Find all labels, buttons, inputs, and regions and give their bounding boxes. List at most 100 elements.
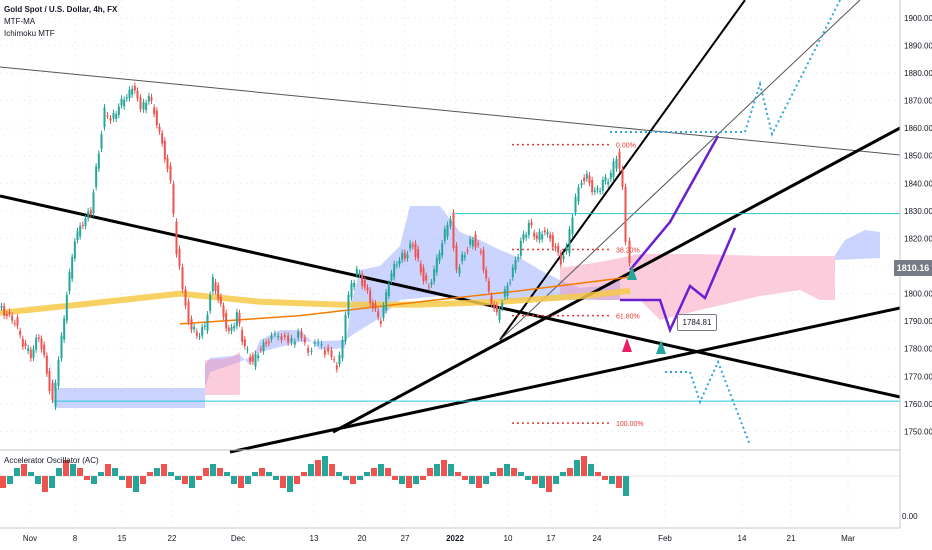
candle-body [270, 335, 273, 340]
oscillator-bar [315, 460, 321, 476]
candle-body [393, 264, 396, 278]
y-tick-label: 1840.00 [904, 179, 932, 188]
oscillator-bar [364, 472, 370, 476]
candle-body [65, 294, 68, 321]
oscillator-bar [413, 476, 419, 484]
oscillator-bar [581, 456, 587, 476]
x-tick-label: 2022 [446, 534, 464, 543]
oscillator-bar [308, 464, 314, 476]
x-tick-label: Feb [658, 534, 672, 543]
candle-body [485, 269, 488, 279]
oscillator-label[interactable]: Accelerator Oscillator (AC) [4, 456, 99, 465]
candle-body [443, 229, 446, 241]
candle-body [585, 173, 588, 179]
candle-body [21, 338, 24, 347]
oscillator-bar [497, 468, 503, 476]
candle-body [297, 331, 300, 338]
oscillator-bar [91, 476, 97, 484]
candle-body [401, 252, 404, 260]
oscillator-bar [616, 476, 622, 488]
candle-body [166, 157, 169, 170]
candle-body [599, 190, 602, 192]
fib-label: 100.00% [616, 421, 644, 428]
candle-body [559, 253, 562, 265]
candle-body [112, 112, 115, 119]
oscillator-bar [441, 460, 447, 476]
oscillator-bar [63, 460, 69, 476]
y-tick-label: 1770.00 [904, 372, 932, 381]
oscillator-bar [462, 476, 468, 480]
x-axis-ticks: Nov 8 15 22 Dec 13 20 27 2022 10 17 24 Feb 14 21 Mar [23, 534, 855, 543]
candle-body [618, 151, 621, 169]
x-tick-label: 10 [504, 534, 513, 543]
candle-body [452, 212, 455, 248]
x-tick-label: 15 [118, 534, 127, 543]
candle-body [211, 277, 214, 292]
y-tick-label: 1900.00 [904, 14, 932, 23]
candle-body [95, 166, 98, 188]
candle-body [541, 234, 544, 240]
candle-body [219, 296, 222, 304]
candle-body [48, 371, 51, 392]
candle-body [338, 354, 341, 364]
candle-body [435, 257, 438, 273]
up-arrow-icon [627, 266, 637, 280]
oscillator-bar [126, 476, 132, 488]
oscillator-bar [455, 472, 461, 476]
candle-body [493, 304, 496, 309]
y-tick-label: 1750.00 [904, 427, 932, 436]
candle-body [54, 382, 57, 407]
oscillator-zero-label: 0.00 [902, 512, 918, 521]
oscillator-bar [609, 476, 615, 484]
oscillator-bar [42, 476, 48, 492]
candle-body [395, 264, 398, 266]
candle-body [406, 254, 409, 259]
current-price-tag: 1810.16 [894, 260, 932, 276]
price-series [0, 82, 631, 410]
candle-body [35, 337, 38, 350]
oscillator-bar [350, 476, 356, 484]
candle-body [369, 290, 372, 304]
oscillator-bar [189, 476, 195, 488]
candle-body [441, 243, 444, 256]
oscillator-bar [7, 476, 13, 484]
oscillator-bar [434, 464, 440, 476]
candle-body [51, 383, 54, 401]
candle-body [190, 318, 193, 330]
candle-body [73, 241, 76, 259]
candle-body [117, 106, 120, 115]
candle-body [115, 114, 118, 119]
candle-body [501, 303, 504, 308]
candle-body [422, 267, 425, 282]
x-tick-label: Nov [23, 534, 37, 543]
candle-body [300, 331, 303, 338]
candle-body [469, 239, 472, 245]
candle-body [254, 353, 257, 367]
y-tick-label: 1760.00 [904, 400, 932, 409]
candle-body [293, 341, 296, 345]
oscillator-bar [217, 468, 223, 476]
oscillator-bar [371, 468, 377, 476]
candle-body [446, 224, 449, 237]
candle-body [225, 312, 228, 329]
candle-body [409, 243, 412, 249]
candle-body [13, 323, 16, 325]
candle-body [257, 355, 260, 359]
candle-body [479, 251, 482, 253]
horizontal-levels [52, 213, 900, 402]
y-tick-label: 1820.00 [904, 234, 932, 243]
candle-body [533, 232, 536, 237]
oscillator-bar [476, 476, 482, 488]
candle-body [604, 177, 607, 182]
y-tick-label: 1780.00 [904, 345, 932, 354]
indicator-label[interactable]: Ichimoku MTF [4, 29, 55, 38]
candle-body [403, 252, 406, 259]
candle-body [178, 248, 181, 267]
candle-body [458, 267, 461, 274]
candle-body [601, 179, 604, 191]
candle-body [198, 336, 201, 338]
indicator-label[interactable]: MTF-MA [4, 17, 36, 26]
candle-body [155, 110, 158, 126]
candle-body [92, 192, 95, 214]
